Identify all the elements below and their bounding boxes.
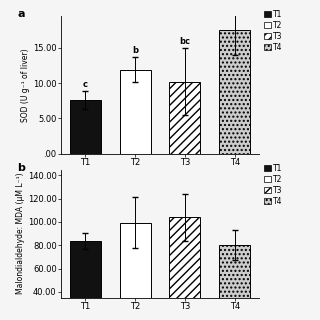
Bar bbox=[170, 217, 200, 320]
Y-axis label: Malondialdehyde: MDA (μM L⁻¹): Malondialdehyde: MDA (μM L⁻¹) bbox=[16, 173, 25, 294]
Bar bbox=[219, 30, 250, 154]
Text: b: b bbox=[132, 46, 138, 55]
Y-axis label: SOD (U g⁻¹ of liver): SOD (U g⁻¹ of liver) bbox=[21, 48, 30, 122]
Text: b: b bbox=[17, 163, 25, 173]
Bar bbox=[170, 82, 200, 154]
Text: c: c bbox=[83, 80, 88, 89]
Bar bbox=[120, 222, 150, 320]
Text: a: a bbox=[17, 9, 25, 19]
Bar bbox=[70, 241, 101, 320]
Legend: T1, T2, T3, T4: T1, T2, T3, T4 bbox=[263, 9, 284, 52]
Bar bbox=[219, 245, 250, 320]
Text: bc: bc bbox=[180, 37, 190, 46]
Bar bbox=[120, 70, 150, 154]
Bar bbox=[70, 100, 101, 154]
Legend: T1, T2, T3, T4: T1, T2, T3, T4 bbox=[263, 163, 284, 206]
